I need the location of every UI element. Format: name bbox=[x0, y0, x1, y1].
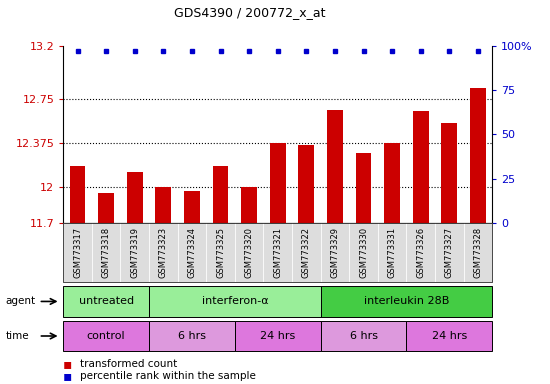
Bar bbox=[156, 187, 171, 223]
Text: GSM773327: GSM773327 bbox=[445, 227, 454, 278]
Text: 24 hrs: 24 hrs bbox=[432, 331, 467, 341]
Text: GSM773330: GSM773330 bbox=[359, 227, 368, 278]
Bar bbox=[70, 166, 85, 223]
Bar bbox=[356, 153, 371, 223]
Text: GSM773317: GSM773317 bbox=[73, 227, 82, 278]
Text: percentile rank within the sample: percentile rank within the sample bbox=[80, 371, 256, 381]
Bar bbox=[184, 191, 200, 223]
Bar bbox=[270, 143, 285, 223]
Bar bbox=[299, 145, 314, 223]
Text: GSM773325: GSM773325 bbox=[216, 227, 225, 278]
Text: 6 hrs: 6 hrs bbox=[350, 331, 377, 341]
Bar bbox=[413, 111, 428, 223]
Text: agent: agent bbox=[6, 296, 36, 306]
Text: 6 hrs: 6 hrs bbox=[178, 331, 206, 341]
Text: transformed count: transformed count bbox=[80, 359, 177, 369]
Text: GSM773320: GSM773320 bbox=[245, 227, 254, 278]
Text: GSM773328: GSM773328 bbox=[474, 227, 482, 278]
Text: GSM773331: GSM773331 bbox=[388, 227, 397, 278]
Text: untreated: untreated bbox=[79, 296, 134, 306]
Bar bbox=[127, 172, 142, 223]
Text: GSM773326: GSM773326 bbox=[416, 227, 425, 278]
Bar bbox=[98, 193, 114, 223]
Bar bbox=[470, 88, 486, 223]
Text: ▪: ▪ bbox=[63, 357, 73, 371]
Bar bbox=[442, 122, 457, 223]
Text: ▪: ▪ bbox=[63, 369, 73, 382]
Text: GSM773321: GSM773321 bbox=[273, 227, 282, 278]
Text: 24 hrs: 24 hrs bbox=[260, 331, 295, 341]
Text: interleukin 28B: interleukin 28B bbox=[364, 296, 449, 306]
Text: control: control bbox=[87, 331, 125, 341]
Bar bbox=[327, 110, 343, 223]
Text: time: time bbox=[6, 331, 29, 341]
Text: GSM773323: GSM773323 bbox=[159, 227, 168, 278]
Text: GSM773329: GSM773329 bbox=[331, 227, 339, 278]
Bar bbox=[241, 187, 257, 223]
Bar bbox=[213, 166, 228, 223]
Text: GDS4390 / 200772_x_at: GDS4390 / 200772_x_at bbox=[174, 6, 326, 19]
Text: GSM773322: GSM773322 bbox=[302, 227, 311, 278]
Text: GSM773324: GSM773324 bbox=[188, 227, 196, 278]
Bar bbox=[384, 143, 400, 223]
Text: interferon-α: interferon-α bbox=[201, 296, 268, 306]
Text: GSM773318: GSM773318 bbox=[102, 227, 111, 278]
Text: GSM773319: GSM773319 bbox=[130, 227, 139, 278]
